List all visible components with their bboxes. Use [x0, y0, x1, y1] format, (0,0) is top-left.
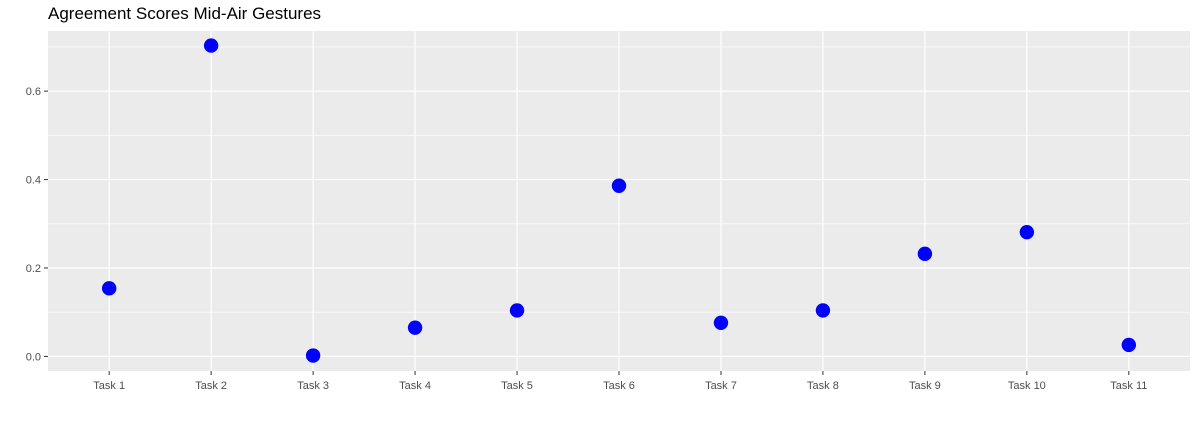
data-point	[815, 303, 831, 318]
y-tick-label: 0.6	[26, 86, 41, 98]
x-tick-label: Task 5	[501, 380, 533, 392]
data-point	[917, 246, 933, 262]
data-point	[1019, 224, 1035, 240]
x-tick-label: Task 3	[297, 380, 329, 392]
x-tick-label: Task 9	[909, 380, 941, 392]
y-tick-label: 0.0	[26, 351, 41, 363]
x-tick-label: Task 11	[1110, 380, 1147, 392]
data-point	[611, 178, 627, 193]
data-point	[305, 348, 321, 363]
data-point	[203, 38, 219, 53]
y-tick-label: 0.2	[26, 263, 41, 275]
x-tick-label: Task 10	[1008, 380, 1046, 392]
y-tick-label: 0.4	[26, 175, 41, 187]
x-tick-label: Task 6	[603, 380, 635, 392]
x-tick-label: Task 4	[399, 380, 431, 392]
data-point	[713, 315, 729, 331]
chart-title: Agreement Scores Mid-Air Gestures	[48, 4, 322, 23]
x-tick-label: Task 2	[195, 380, 227, 392]
x-tick-label: Task 1	[93, 380, 125, 392]
data-point	[407, 320, 423, 335]
x-tick-label: Task 7	[705, 380, 737, 392]
x-tick-label: Task 8	[807, 380, 839, 392]
data-point	[509, 303, 525, 318]
data-point	[1121, 337, 1137, 353]
data-point	[101, 281, 117, 296]
